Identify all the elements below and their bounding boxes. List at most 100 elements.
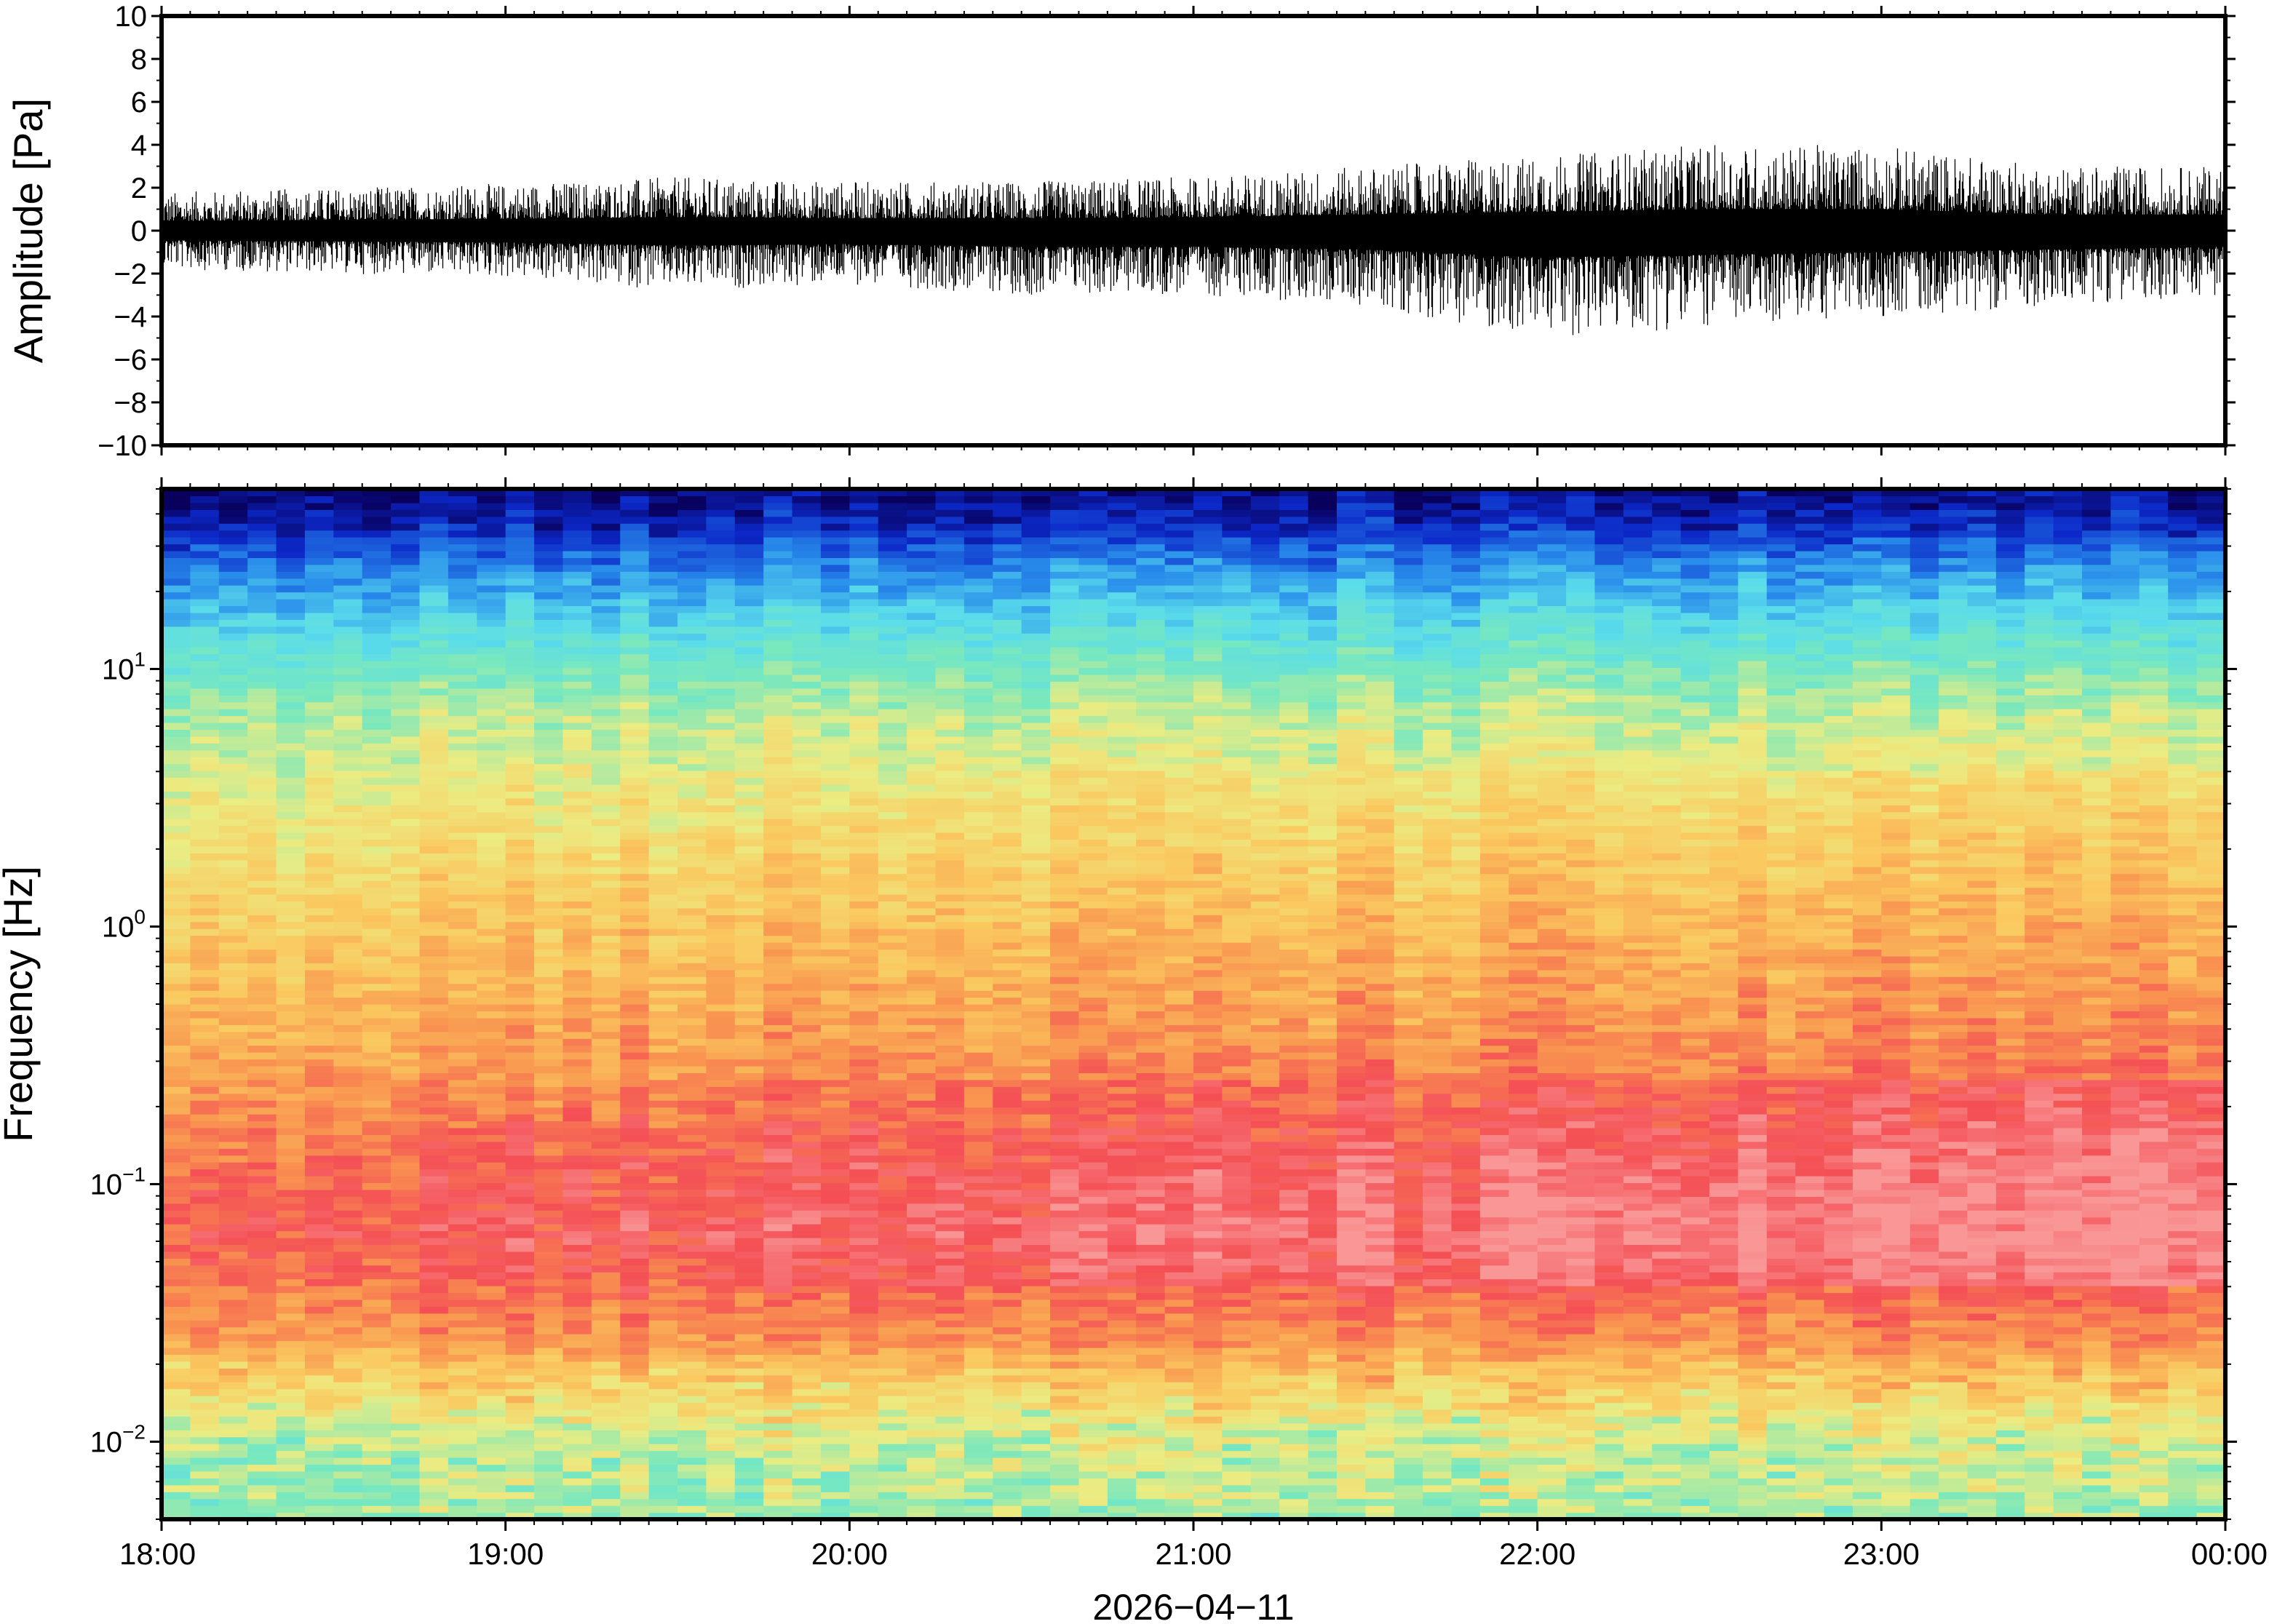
spectrogram-cell	[419, 1272, 449, 1280]
spectrogram-cell	[477, 955, 506, 963]
spectrogram-cell	[706, 990, 736, 998]
spectrogram-cell	[620, 1189, 650, 1197]
spectrogram-cell	[1021, 571, 1051, 579]
spectrogram-cell	[878, 1348, 907, 1356]
spectrogram-cell	[419, 681, 449, 689]
spectrogram-cell	[620, 1162, 650, 1170]
spectrogram-cell	[534, 1237, 564, 1245]
spectrogram-cell	[792, 681, 822, 689]
spectrogram-cell	[419, 1011, 449, 1019]
spectrogram-cell	[620, 1086, 650, 1094]
waveform-ytick-label: −10	[98, 430, 147, 462]
spectrogram-cell	[419, 867, 449, 875]
spectrogram-cell	[706, 845, 736, 853]
spectrogram-cell	[304, 722, 334, 730]
spectrogram-cell	[162, 1382, 191, 1390]
spectrogram-cell	[677, 1340, 707, 1348]
spectrogram-cell	[820, 1278, 850, 1286]
spectrogram-cell	[1050, 1079, 1080, 1087]
spectrogram-cell	[1021, 805, 1051, 813]
spectrogram-cell	[849, 997, 879, 1005]
spectrogram-cell	[620, 805, 650, 813]
spectrogram-cell	[993, 1444, 1022, 1452]
spectrogram-cell	[677, 1402, 707, 1410]
spectrogram-cell	[419, 578, 449, 586]
spectrogram-cell	[505, 1114, 535, 1122]
spectrogram-cell	[276, 585, 306, 593]
spectrogram-cell	[1050, 1244, 1080, 1252]
spectrogram-cell	[247, 599, 277, 607]
spectrogram-cell	[648, 1141, 678, 1149]
spectrogram-cell	[391, 1313, 421, 1321]
spectrogram-cell	[247, 1374, 277, 1382]
spectrogram-cell	[849, 845, 879, 853]
spectrogram-cell	[563, 1237, 592, 1245]
spectrogram-cell	[706, 771, 736, 779]
spectrogram-cell	[763, 681, 793, 689]
spectrogram-cell	[362, 1444, 392, 1452]
spectrogram-cell	[391, 715, 421, 723]
spectrogram-cell	[648, 915, 678, 923]
spectrogram-cell	[706, 1162, 736, 1170]
spectrogram-cell	[1050, 859, 1080, 867]
spectrogram-cell	[734, 1244, 764, 1252]
spectrogram-cell	[247, 1422, 277, 1430]
spectrogram-cell	[849, 1121, 879, 1129]
spectrogram-cell	[419, 502, 449, 510]
spectrogram-cell	[907, 1292, 937, 1300]
spectrogram-cell	[563, 489, 592, 497]
spectrogram-cell	[620, 653, 650, 661]
spectrogram-cell	[162, 509, 191, 517]
spectrogram-cell	[419, 1457, 449, 1465]
spectrogram-cell	[563, 1224, 592, 1232]
spectrogram-cell	[1021, 1450, 1051, 1458]
spectrogram-cell	[362, 1272, 392, 1280]
spectrogram-cell	[1050, 1017, 1080, 1025]
spectrogram-cell	[477, 674, 506, 682]
spectrogram-cell	[419, 791, 449, 799]
spectrogram-cell	[907, 825, 937, 833]
spectrogram-cell	[477, 592, 506, 600]
spectrogram-cell	[419, 1299, 449, 1307]
spectrogram-cell	[419, 1065, 449, 1073]
spectrogram-cell	[247, 771, 277, 779]
spectrogram-cell	[190, 736, 220, 744]
spectrogram-cell	[477, 1086, 506, 1094]
spectrogram-cell	[1050, 1313, 1080, 1321]
spectrogram-cell	[591, 777, 621, 785]
spectrogram-cell	[505, 736, 535, 744]
spectrogram-cell	[505, 1237, 535, 1245]
spectrogram-cell	[505, 715, 535, 723]
spectrogram-cell	[162, 1169, 191, 1177]
spectrogram-cell	[391, 1320, 421, 1328]
spectrogram-cell	[648, 976, 678, 984]
spectrogram-cell	[935, 1148, 965, 1156]
spectrogram-cell	[1021, 907, 1051, 915]
spectrogram-cell	[935, 997, 965, 1005]
spectrogram-cell	[218, 1121, 248, 1129]
spectrogram-cell	[505, 564, 535, 572]
spectrogram-cell	[993, 1422, 1022, 1430]
spectrogram-cell	[792, 1299, 822, 1307]
spectrogram-cell	[419, 612, 449, 620]
spectrogram-cell	[763, 585, 793, 593]
spectrogram-cell	[849, 1182, 879, 1190]
spectrogram-cell	[247, 1093, 277, 1101]
spectrogram-cell	[935, 1286, 965, 1294]
spectrogram-cell	[993, 1505, 1022, 1513]
spectrogram-cell	[993, 1210, 1022, 1218]
spectrogram-cell	[391, 1409, 421, 1417]
spectrogram-cell	[362, 1409, 392, 1417]
spectrogram-cell	[534, 1348, 564, 1356]
spectrogram-cell	[419, 1127, 449, 1135]
spectrogram-cell	[677, 1217, 707, 1225]
spectrogram-cell	[849, 564, 879, 572]
spectrogram-cell	[963, 990, 993, 998]
spectrogram-cell	[706, 797, 736, 805]
spectrogram-cell	[963, 1430, 993, 1438]
spectrogram-cell	[419, 963, 449, 971]
spectrogram-cell	[820, 592, 850, 600]
spectrogram-cell	[1050, 605, 1080, 613]
spectrogram-cell	[563, 715, 592, 723]
